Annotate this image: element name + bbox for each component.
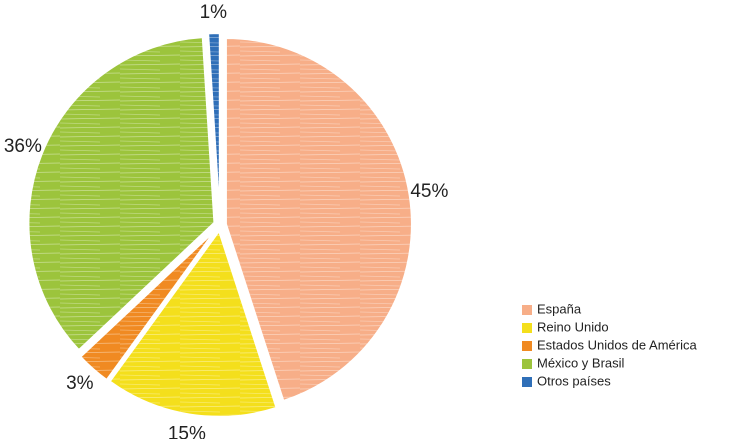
data-label: 1% <box>200 2 228 23</box>
slice-texture <box>28 37 215 351</box>
data-label: 15% <box>168 423 206 439</box>
data-label: 36% <box>4 136 42 157</box>
legend-label: España <box>537 301 582 316</box>
legend-label: Estados Unidos de América <box>537 337 697 352</box>
legend-swatch <box>522 359 532 369</box>
slice-texture <box>208 33 220 220</box>
legend-swatch <box>522 323 532 333</box>
legend-label: Otros países <box>537 373 611 388</box>
legend-label: México y Brasil <box>537 355 625 370</box>
legend-label: Reino Unido <box>537 319 609 334</box>
data-label: 45% <box>410 181 448 202</box>
slice-texture <box>225 38 412 401</box>
legend-swatch <box>522 377 532 387</box>
slice-texture <box>80 229 217 380</box>
legend-swatch <box>522 305 532 315</box>
legend-swatch <box>522 341 532 351</box>
data-label: 3% <box>66 373 94 394</box>
slice-texture <box>109 230 277 417</box>
